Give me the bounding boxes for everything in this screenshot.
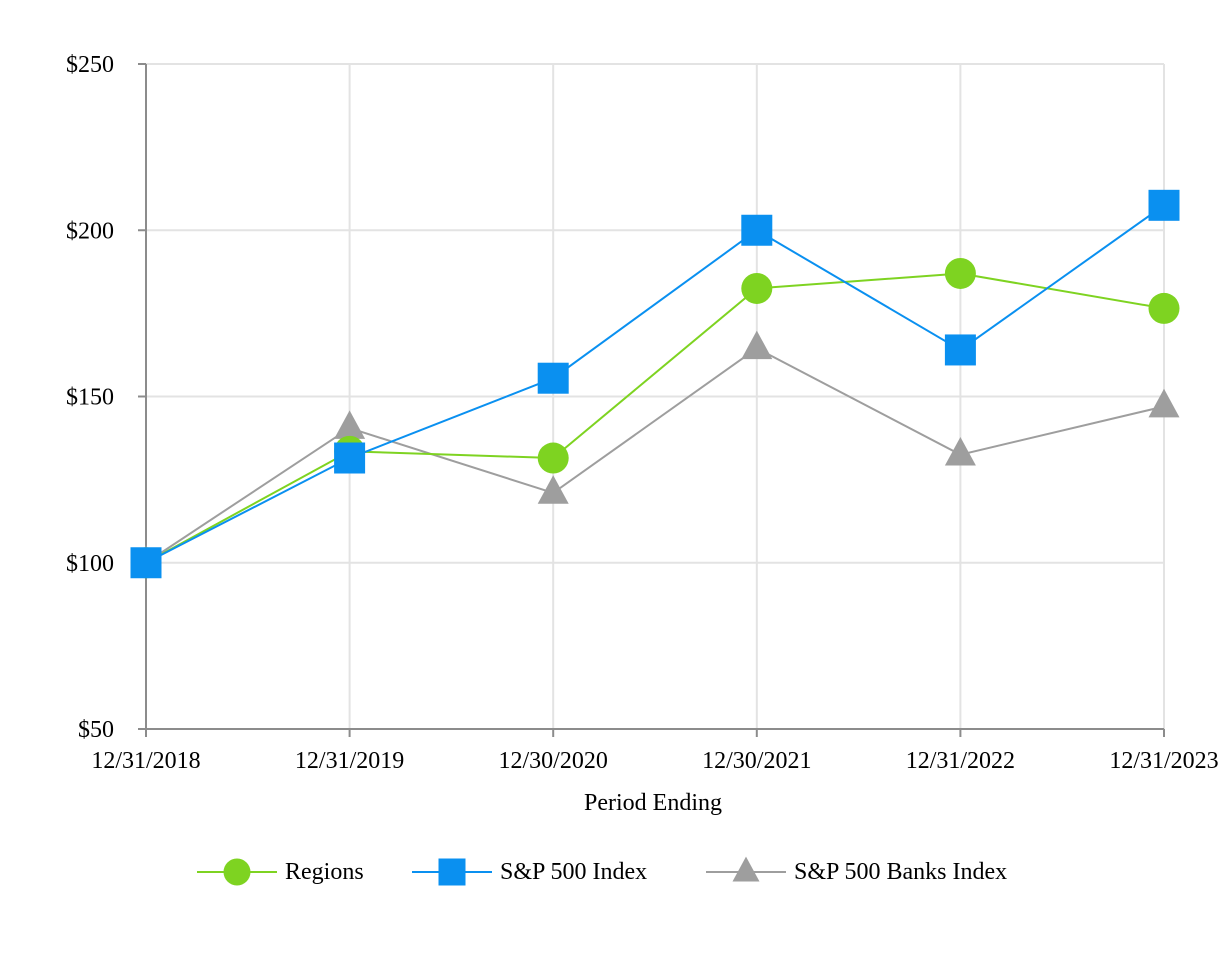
series-triangle [145, 347, 1165, 564]
data-point-circle [1148, 292, 1180, 324]
legend-marker-square [438, 858, 466, 886]
data-point-square [537, 362, 569, 394]
data-point-triangle [1148, 388, 1180, 418]
data-point-triangle [741, 330, 773, 360]
legend-label: Regions [285, 859, 364, 885]
legend-marker-triangle [732, 856, 760, 882]
y-tick-label: $250 [66, 52, 114, 78]
series-square [145, 204, 1165, 564]
data-point-square [741, 214, 773, 246]
y-tick-label: $100 [66, 551, 114, 577]
x-tick-labels: 12/31/2018 12/31/2019 12/30/2020 12/30/2021… [91, 748, 1218, 774]
axes [138, 63, 1165, 737]
grid [146, 63, 1165, 729]
data-point-square [130, 547, 162, 579]
data-point-circle [741, 272, 773, 304]
legend-item: Regions [197, 858, 364, 886]
series-markers-triangle [130, 330, 1180, 574]
legend-marker-circle [223, 858, 251, 886]
data-point-triangle [334, 410, 366, 439]
data-point-square [334, 442, 366, 474]
data-point-square [944, 334, 976, 366]
data-point-circle [537, 442, 569, 474]
series-markers-square [130, 189, 1180, 579]
y-tick-label: $50 [78, 717, 114, 743]
series-circle [145, 272, 1165, 564]
legend-label: S&P 500 Index [500, 859, 647, 885]
legend-item: S&P 500 Banks Index [706, 856, 1007, 885]
x-tick-label: 12/30/2021 [702, 748, 811, 774]
legend-label: S&P 500 Banks Index [794, 859, 1007, 885]
x-tick-label: 12/31/2023 [1109, 748, 1218, 774]
legend-item: S&P 500 Index [412, 858, 647, 886]
x-axis-title: Period Ending [584, 790, 722, 816]
x-tick-label: 12/31/2019 [295, 748, 404, 774]
data-point-triangle [537, 475, 569, 504]
data-point-square [1148, 189, 1180, 221]
series [130, 189, 1180, 579]
series-line [145, 347, 1165, 564]
x-tick-label: 12/30/2020 [499, 748, 608, 774]
y-tick-label: $150 [66, 385, 114, 411]
data-point-triangle [944, 437, 976, 466]
data-point-circle [944, 257, 976, 289]
legend: Regions S&P 500 Index S&P 500 Banks Index [197, 856, 1007, 886]
y-tick-labels: $50 $100 $150 $200 $250 [66, 52, 114, 743]
series-line [145, 272, 1165, 564]
y-tick-label: $200 [66, 218, 114, 244]
series-line [145, 204, 1165, 564]
x-tick-label: 12/31/2018 [91, 748, 200, 774]
x-tick-label: 12/31/2022 [906, 748, 1015, 774]
